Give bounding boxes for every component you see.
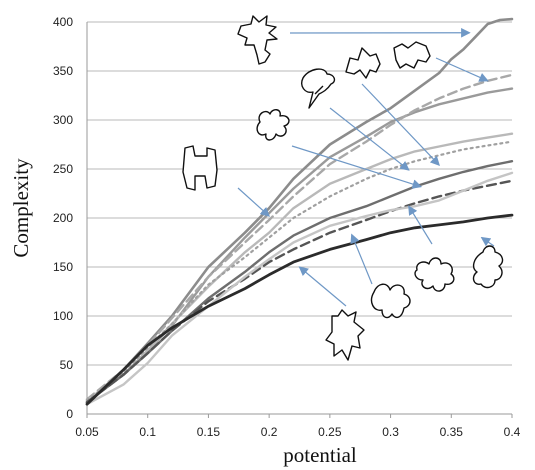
y-axis-title: Complexity: [9, 158, 33, 258]
y-tick-label: 0: [66, 407, 73, 421]
series-line-7: [85, 179, 514, 404]
series-line-9: [85, 213, 514, 406]
annotation-arrows: [237, 27, 495, 307]
x-tick-label: 0.05: [75, 425, 99, 439]
blob-spiky-shape-icon: [345, 47, 381, 79]
annotation-arrow-person-shape: [298, 266, 347, 307]
person-shape-icon: [325, 309, 365, 361]
y-tick-label: 200: [53, 211, 73, 225]
y-tick-label: 300: [53, 113, 73, 127]
shape-annotations: [182, 15, 504, 361]
bat-shape-icon: [370, 283, 411, 319]
y-tick-label: 100: [53, 309, 73, 323]
y-tick-label: 250: [53, 162, 73, 176]
y-tick-label: 400: [53, 15, 73, 29]
crumpled-shape-icon: [393, 41, 431, 69]
series-line-3: [85, 73, 514, 401]
x-tick-label: 0.4: [504, 425, 521, 439]
x-tick-label: 0.3: [382, 425, 399, 439]
annotation-arrow-lobed: [291, 145, 423, 189]
annotation-arrow-star-lobed: [408, 205, 433, 245]
lobed-shape-icon: [256, 109, 290, 141]
y-tick-label: 150: [53, 260, 73, 274]
annotation-arrow-leaf: [361, 83, 440, 166]
y-tick-label: 350: [53, 64, 73, 78]
y-tick-labels: 0 50 100 150 200 250 300 350 400: [53, 15, 73, 421]
series-line-1: [85, 17, 514, 404]
annotation-arrow-bat-shape: [350, 233, 373, 285]
annotation-arrow-blob-spiky: [329, 107, 410, 171]
series-lines: [85, 17, 514, 406]
leaf-shape-icon: [301, 68, 336, 109]
series-line-2: [85, 87, 514, 404]
h-shape-icon: [182, 145, 218, 191]
x-tick-label: 0.1: [139, 425, 156, 439]
series-line-6: [85, 159, 514, 404]
x-tick-labels: 0.05 0.1 0.15 0.2 0.25 0.3 0.35 0.4: [75, 414, 521, 439]
series-line-8: [85, 171, 514, 406]
annotation-arrow-tall-lobed: [480, 236, 495, 247]
star-lobed-shape-icon: [414, 257, 455, 292]
x-tick-label: 0.2: [261, 425, 278, 439]
x-tick-label: 0.35: [440, 425, 464, 439]
tall-lobed-shape-icon: [472, 245, 504, 289]
x-tick-label: 0.25: [318, 425, 342, 439]
y-tick-label: 50: [60, 358, 74, 372]
annotation-arrow-crumpled: [435, 57, 489, 82]
x-tick-label: 0.15: [197, 425, 221, 439]
cross-branch-shape-icon: [237, 15, 278, 65]
annotation-arrow-h-shape: [237, 187, 271, 217]
x-axis-title: potential: [283, 443, 357, 467]
